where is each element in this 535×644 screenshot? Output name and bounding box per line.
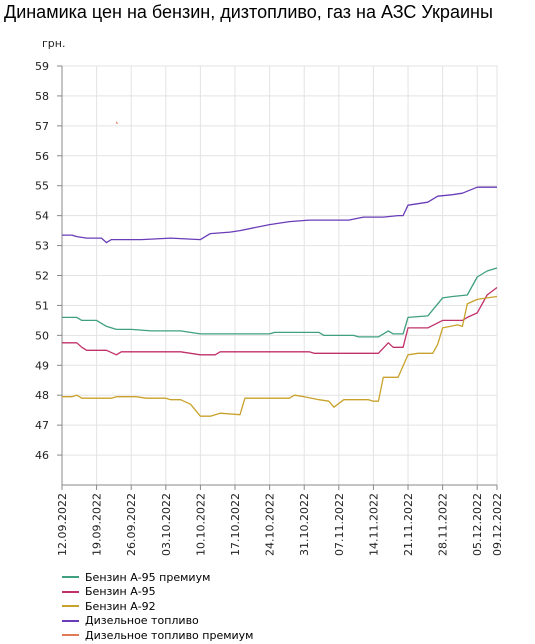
series-line: [62, 267, 498, 338]
legend-swatch: [62, 576, 79, 579]
y-tick-label: 47: [35, 419, 49, 432]
series-line: [62, 186, 497, 244]
x-tick-label: 05.12.2022: [471, 493, 484, 556]
series-line: [62, 286, 498, 356]
legend-item[interactable]: Бензин А-95 премиум: [62, 570, 253, 585]
y-tick-label: 57: [35, 120, 49, 133]
y-tick-label: 59: [35, 60, 49, 73]
x-tick-label: 26.09.2022: [125, 493, 138, 556]
legend-label: Бензин А-92: [85, 599, 156, 613]
y-tick-label: 46: [35, 449, 49, 462]
x-tick-label: 19.09.2022: [91, 493, 104, 556]
legend-swatch: [62, 619, 79, 622]
x-tick-label: 07.11.2022: [333, 493, 346, 556]
legend-item[interactable]: Дизельное топливо премиум: [62, 628, 253, 643]
x-tick-label: 03.10.2022: [160, 493, 173, 556]
y-tick-label: 52: [35, 270, 49, 283]
x-tick-label: 24.10.2022: [264, 493, 277, 556]
y-tick-label: 58: [35, 90, 49, 103]
y-tick-label: 49: [35, 359, 49, 372]
y-tick-label: 53: [35, 240, 49, 253]
legend-item[interactable]: Бензин А-95: [62, 585, 253, 600]
y-tick-label: 55: [35, 180, 49, 193]
legend-label: Бензин А-95: [85, 585, 156, 599]
legend-swatch: [62, 590, 79, 593]
x-tick-label: 31.10.2022: [298, 493, 311, 556]
legend-label: Дизельное топливо премиум: [85, 628, 254, 642]
legend-item[interactable]: Бензин А-92: [62, 599, 253, 614]
x-tick-label: 28.11.2022: [437, 493, 450, 556]
series-lines: [62, 121, 498, 417]
x-tick-label: 21.11.2022: [402, 493, 415, 556]
y-tick-label: 50: [35, 329, 49, 342]
legend-label: Дизельное топливо: [85, 614, 199, 628]
chart-title: Динамика цен на бензин, дизтопливо, газ …: [4, 2, 493, 22]
y-tick-label: 48: [35, 389, 49, 402]
series-line: [62, 295, 498, 417]
series-point: [115, 121, 118, 125]
legend-swatch: [62, 605, 79, 608]
x-tick-label: 17.10.2022: [229, 493, 242, 556]
x-axis: 12.09.2022 19.09.2022 26.09.2022 03.10.2022…: [56, 484, 504, 556]
y-tick-label: 54: [35, 210, 49, 223]
x-tick-label: 09.12.2022: [491, 493, 504, 556]
y-axis: 46 47 48 49 50 51 52 53 54 55 56 57 58 59: [35, 60, 63, 485]
legend-label: Бензин А-95 премиум: [85, 570, 211, 584]
legend-item[interactable]: Дизельное топливо: [62, 614, 253, 629]
x-tick-label: 10.10.2022: [194, 493, 207, 556]
y-tick-label: 56: [35, 150, 49, 163]
y-tick-label: 51: [35, 299, 49, 312]
x-tick-label: 14.11.2022: [367, 493, 380, 556]
legend: Бензин А-95 премиум Бензин А-95 Бензин А-9…: [62, 570, 253, 643]
y-axis-label: грн.: [42, 37, 65, 50]
x-tick-label: 12.09.2022: [56, 493, 69, 556]
grid: [61, 65, 498, 486]
legend-swatch: [62, 634, 79, 637]
